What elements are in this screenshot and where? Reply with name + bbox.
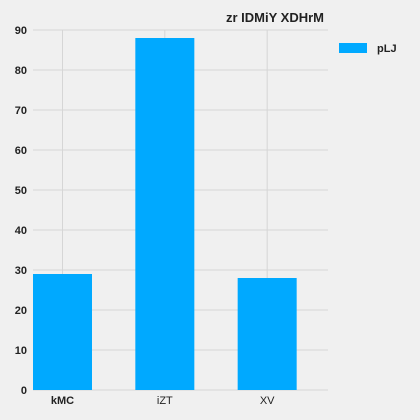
y-tick-label: 80: [15, 65, 27, 77]
chart-title: zr IDMiY XDHrM: [226, 10, 324, 25]
y-tick-label: 90: [15, 25, 27, 37]
y-tick-label: 60: [15, 145, 27, 157]
x-tick-label: XV: [260, 395, 275, 407]
bar-kMC: [33, 274, 92, 390]
y-tick-label: 20: [15, 305, 27, 317]
y-tick-label: 50: [15, 185, 27, 197]
y-tick-label: 10: [15, 345, 27, 357]
y-tick-label: 30: [15, 265, 27, 277]
bar-iZT: [135, 38, 195, 390]
bar-XV: [237, 278, 297, 390]
legend: pLJ: [339, 43, 397, 55]
y-tick-label: 70: [15, 105, 27, 117]
legend-swatch-pLJ: [339, 43, 367, 53]
x-tick-label: iZT: [157, 395, 173, 407]
y-axis-ticks: 0 10 20 30 40 50 60 70 80 90: [15, 25, 27, 397]
x-axis-ticks: kMC iZT XV: [51, 395, 275, 407]
y-tick-label: 40: [15, 225, 27, 237]
bars: [33, 38, 297, 390]
legend-label-pLJ: pLJ: [377, 43, 397, 55]
y-tick-label: 0: [21, 385, 27, 397]
x-tick-label: kMC: [51, 395, 74, 407]
